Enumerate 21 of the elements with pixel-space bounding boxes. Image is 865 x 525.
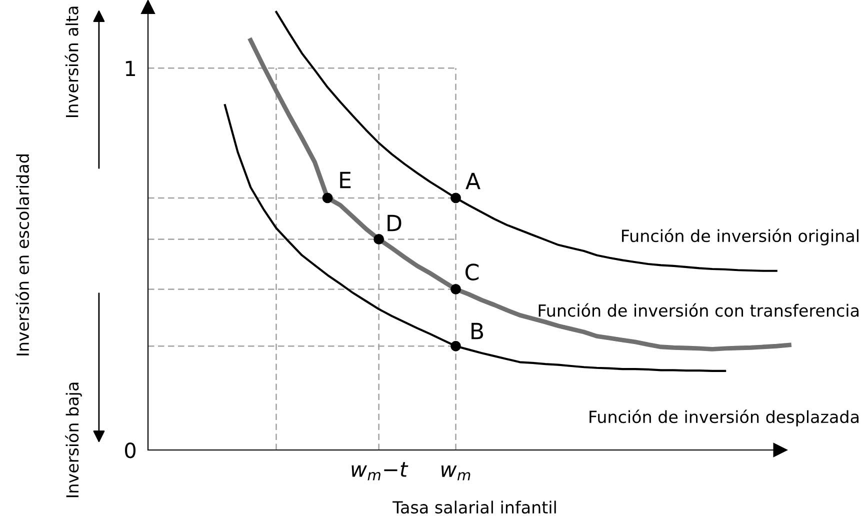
x-tick-label: w$_{m}$−t xyxy=(352,462,408,480)
text: Inversión alta xyxy=(64,6,78,118)
point xyxy=(450,192,461,204)
series-label: Función de inversión con transferencia xyxy=(538,303,858,317)
text: Inversión en escolaridad xyxy=(15,154,30,356)
annotation: A xyxy=(466,172,480,190)
point xyxy=(322,192,333,204)
text: Función de inversión desplazada xyxy=(590,410,858,426)
annotation: B xyxy=(472,322,484,340)
annotation: E xyxy=(340,172,351,188)
series-label: Función de inversión original xyxy=(622,228,858,246)
y-tick-label: 1 xyxy=(126,60,135,76)
point xyxy=(450,340,461,352)
y-tick-label: 0 xyxy=(125,442,136,458)
annotation: C xyxy=(465,264,479,280)
point xyxy=(374,234,384,244)
x-tick-label: w$_{m}$ xyxy=(441,465,470,480)
annotation: D xyxy=(388,214,402,232)
x-axis-title: Tasa salarial infantil xyxy=(392,500,556,514)
text: Inversión baja xyxy=(65,382,82,498)
point xyxy=(450,284,461,294)
